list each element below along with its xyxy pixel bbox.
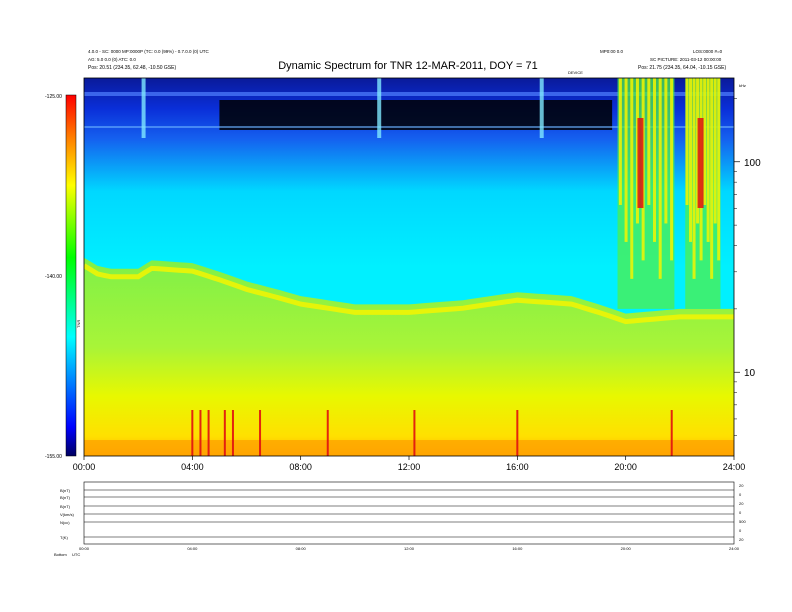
- bottom-band: [84, 440, 734, 456]
- low-frequency-region: [84, 257, 734, 456]
- lower-tick-label: 20:00: [621, 546, 632, 551]
- colorbar-max-label: -125.00: [45, 94, 62, 100]
- lower-row-label: V(km/s): [60, 512, 74, 517]
- burst-streak: [630, 78, 634, 279]
- burst-streak: [670, 78, 674, 261]
- header-right-top-left: MP0:00 0.0: [600, 49, 624, 54]
- hot-spot: [670, 410, 673, 456]
- colorbar-unit-label: TNR: [76, 320, 81, 328]
- header-right-pos: Pos: 21.75 (234.35, 64.04, -10.15 GSE): [638, 65, 726, 71]
- hot-spot: [207, 410, 210, 456]
- burst-streak: [717, 78, 721, 261]
- hot-spot: [223, 410, 226, 456]
- lower-right-label: 20: [739, 483, 744, 488]
- y-axis-right: 10 100: [734, 98, 761, 436]
- lower-tick-label: 00:00: [79, 546, 90, 551]
- lower-right-label: 0: [739, 510, 742, 515]
- colorbar-mid-label: -140.00: [45, 274, 62, 280]
- burst-streak: [706, 78, 710, 242]
- burst-streak: [618, 78, 622, 205]
- lower-right-label: 20: [739, 501, 744, 506]
- burst-core: [637, 118, 644, 208]
- plasma-line: [84, 263, 734, 325]
- band-line: [84, 126, 734, 128]
- hot-spot: [191, 410, 194, 456]
- y-tick-label: 10: [744, 368, 756, 379]
- hot-spot: [231, 410, 234, 456]
- hot-spot: [326, 410, 329, 456]
- burst-streak: [624, 78, 628, 242]
- lower-panel: B(nT) B(nT) B(nT) V(km/s) N(cc) T(K) 20 0 20 0 500…: [60, 481, 746, 551]
- vertical-streak: [377, 78, 382, 138]
- lower-right-label: 0: [739, 492, 742, 497]
- bottom-left-utc: UTC: [72, 552, 80, 557]
- header-left-line1: 4.0.0 - SC: 0000 MP:0000P (TC: 0.0 (99%)…: [88, 49, 209, 54]
- x-tick-label: 00:00: [73, 462, 96, 472]
- header-right-line2: SC PICTURE: 2011-03-12 00:00:00: [650, 57, 722, 62]
- device-marker-label: DEVICE: [568, 70, 583, 75]
- colorbar-min-label: -155.00: [45, 454, 62, 460]
- lower-row-label: N(cc): [60, 520, 70, 525]
- burst-streak: [689, 78, 693, 242]
- lower-right-label: 20: [739, 537, 744, 542]
- hot-spot: [199, 410, 202, 456]
- chart-title: Dynamic Spectrum for TNR 12-MAR-2011, DO…: [278, 60, 538, 72]
- lower-tick-label: 12:00: [404, 546, 415, 551]
- header-left-line2: AG: 5.0 0.0 (0) ATC: 0.0: [88, 57, 136, 62]
- x-tick-label: 08:00: [289, 462, 312, 472]
- lower-right-label: 500: [739, 519, 746, 524]
- lower-tick-label: 08:00: [296, 546, 307, 551]
- lower-row-label: B(nT): [60, 495, 71, 500]
- burst-streak: [658, 78, 662, 279]
- hot-spot: [413, 410, 416, 456]
- dark-band-upper: [219, 100, 613, 130]
- bottom-left-label: Bottom: [54, 552, 67, 557]
- hot-spot: [259, 410, 262, 456]
- vertical-streak: [141, 78, 146, 138]
- burst-streak: [713, 78, 717, 224]
- khz-label: kHz: [739, 83, 746, 88]
- x-tick-label: 20:00: [614, 462, 637, 472]
- hot-spot: [516, 410, 519, 456]
- lower-tick-label: 24:00: [729, 546, 740, 551]
- lower-tick-label: 16:00: [512, 546, 523, 551]
- colorbar: [65, 94, 77, 457]
- burst-streak: [692, 78, 696, 279]
- x-tick-label: 12:00: [398, 462, 421, 472]
- burst-streak: [653, 78, 657, 242]
- vertical-streak: [539, 78, 544, 138]
- burst-streak: [710, 78, 714, 279]
- burst-streak: [664, 78, 668, 224]
- burst-core: [697, 118, 704, 208]
- y-tick-label: 100: [744, 158, 761, 169]
- lower-row-label: B(nT): [60, 488, 71, 493]
- header-left-pos: Pos: 20.51 (234.35, 62.48, -10.50 GSE): [88, 65, 176, 71]
- lower-row-label: B(nT): [60, 504, 71, 509]
- x-tick-label: 04:00: [181, 462, 204, 472]
- spectrogram: [84, 78, 734, 456]
- lower-right-label: 0: [739, 528, 742, 533]
- lower-row-label: T(K): [60, 535, 68, 540]
- burst-streak: [647, 78, 651, 205]
- x-axis: 00:00 04:00 08:00 12:00 16:00 20:00 24:00: [73, 456, 746, 472]
- x-tick-label: 16:00: [506, 462, 529, 472]
- burst-streak: [685, 78, 689, 205]
- band-line: [84, 92, 734, 96]
- burst-streak: [703, 78, 707, 205]
- header-right-top-right: LOS:0000 #=0: [693, 49, 723, 54]
- x-tick-label: 24:00: [723, 462, 746, 472]
- lower-tick-label: 04:00: [187, 546, 198, 551]
